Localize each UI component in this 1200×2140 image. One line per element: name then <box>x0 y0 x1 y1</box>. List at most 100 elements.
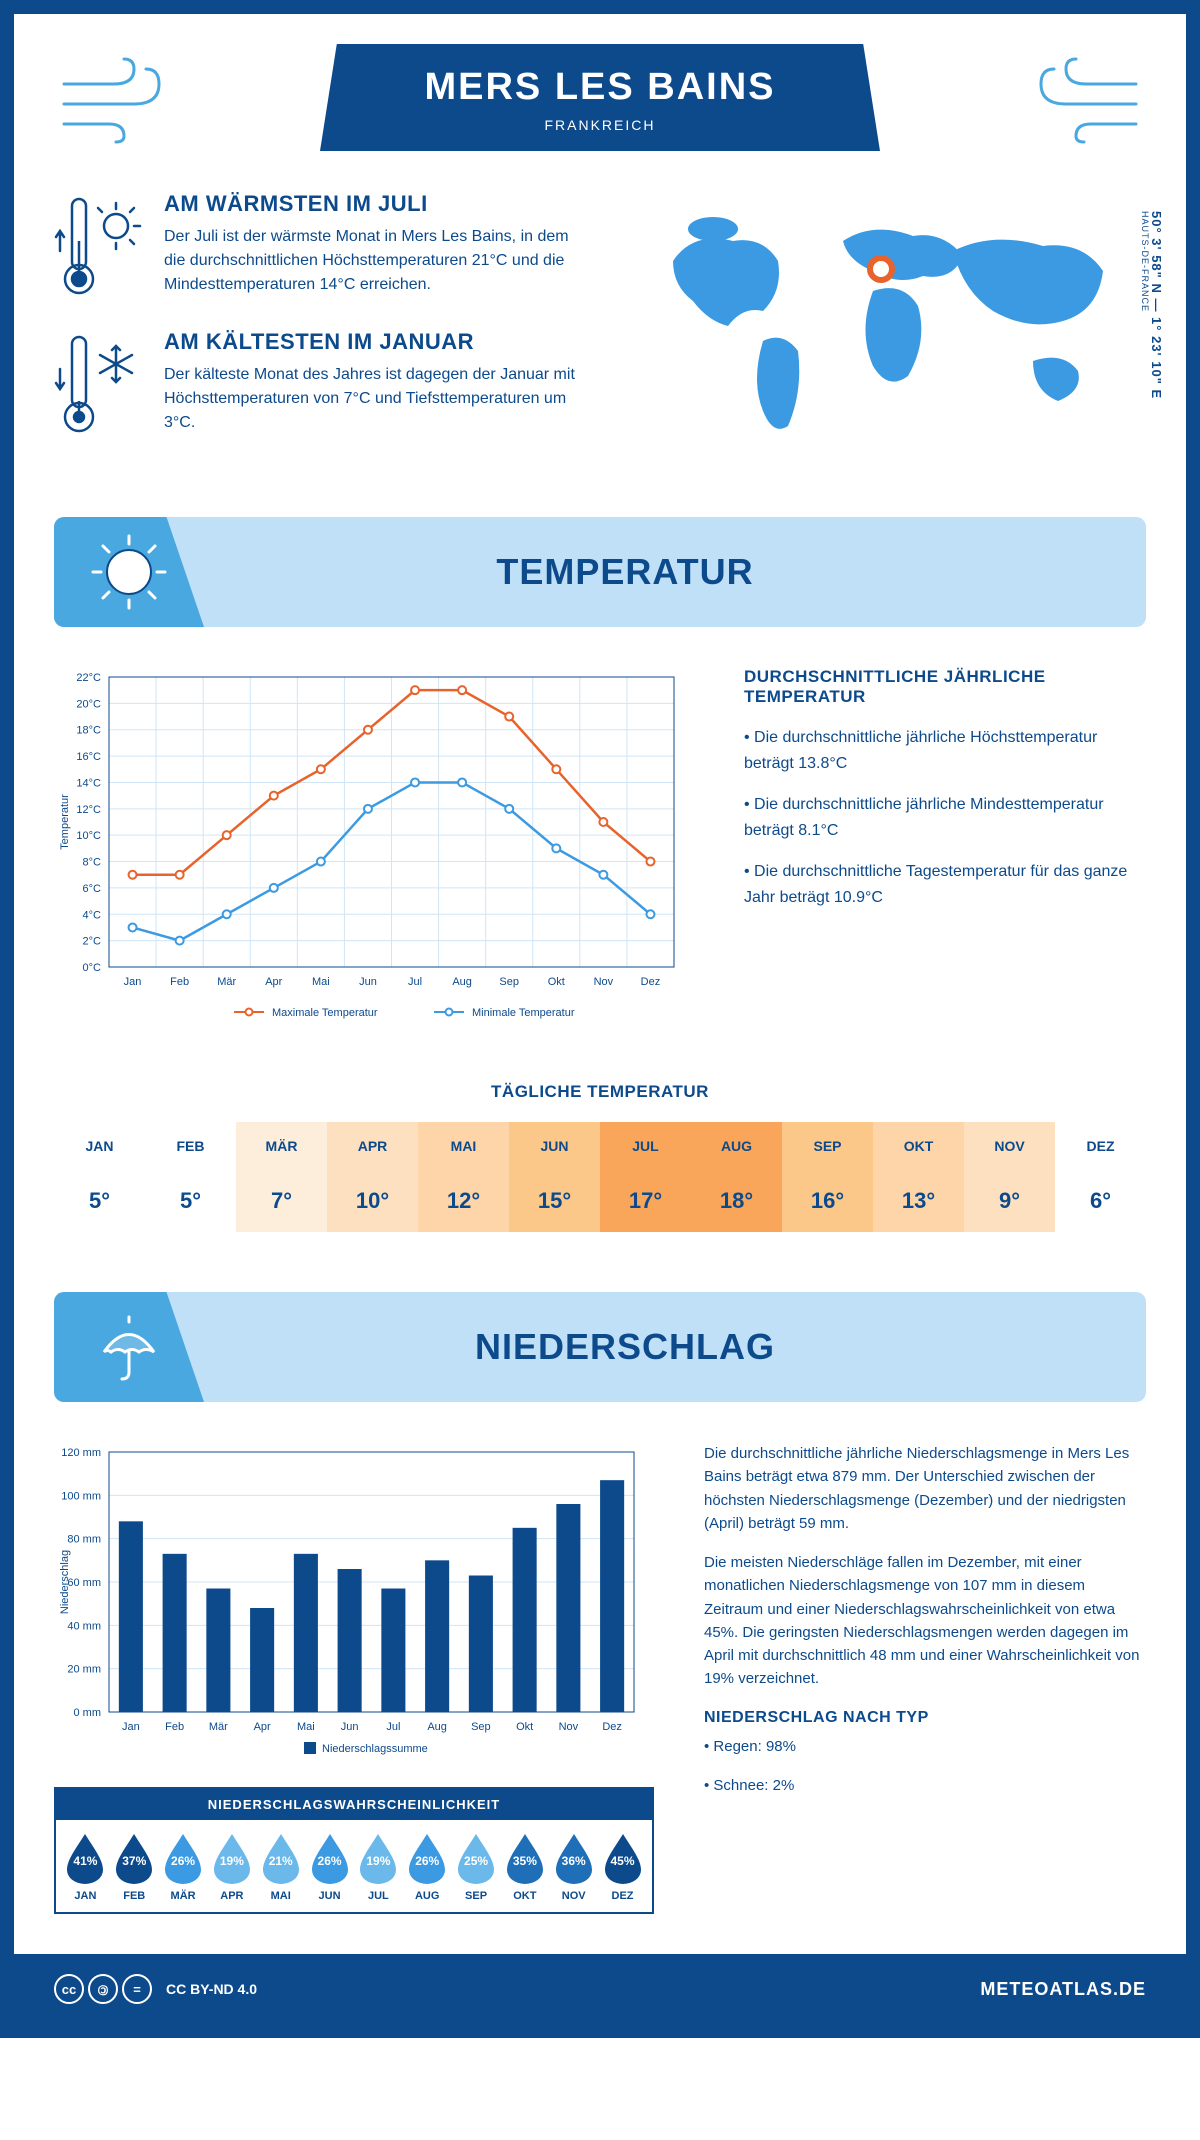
daily-cell: MAI12° <box>418 1122 509 1232</box>
coordinates: 50° 3' 58" N — 1° 23' 10" E <box>1149 211 1164 399</box>
sun-icon <box>54 517 204 627</box>
svg-text:Okt: Okt <box>548 976 565 988</box>
svg-text:Jul: Jul <box>386 1721 400 1733</box>
prob-cell: 19%JUL <box>355 1832 402 1902</box>
svg-text:10°C: 10°C <box>76 830 101 842</box>
daily-cell: SEP16° <box>782 1122 873 1232</box>
wind-icon <box>1026 54 1146 144</box>
license-label: CC BY-ND 4.0 <box>166 1981 257 1997</box>
site-label: METEOATLAS.DE <box>980 1979 1146 2000</box>
svg-text:80 mm: 80 mm <box>67 1534 101 1546</box>
daily-cell: MÄR7° <box>236 1122 327 1232</box>
svg-text:60 mm: 60 mm <box>67 1577 101 1589</box>
svg-text:0°C: 0°C <box>83 962 102 974</box>
prob-cell: 36%NOV <box>550 1832 597 1902</box>
svg-text:Aug: Aug <box>427 1721 447 1733</box>
title-banner: MERS LES BAINS FRANKREICH <box>320 44 880 151</box>
precipitation-bar-chart: 0 mm 20 mm 40 mm 60 mm 80 mm 100 mm 120 mm Jan F… <box>54 1442 654 1767</box>
coldest-fact: AM KÄLTESTEN IM JANUAR Der kälteste Mona… <box>54 329 580 439</box>
temp-info-b3: • Die durchschnittliche Tagestemperatur … <box>744 859 1146 910</box>
svg-text:16°C: 16°C <box>76 751 101 763</box>
prob-cell: 37%FEB <box>111 1832 158 1902</box>
svg-text:Feb: Feb <box>165 1721 184 1733</box>
svg-text:Jan: Jan <box>122 1721 140 1733</box>
temperature-title: TEMPERATUR <box>204 551 1046 593</box>
prob-title: NIEDERSCHLAGSWAHRSCHEINLICHKEIT <box>56 1789 652 1820</box>
daily-cell: DEZ6° <box>1055 1122 1146 1232</box>
prob-cell: 26%JUN <box>306 1832 353 1902</box>
svg-text:Apr: Apr <box>265 976 282 988</box>
daily-cell: JUL17° <box>600 1122 691 1232</box>
svg-text:Mär: Mär <box>217 976 236 988</box>
svg-text:Dez: Dez <box>602 1721 622 1733</box>
precip-type-title: NIEDERSCHLAG NACH TYP <box>704 1709 1146 1727</box>
daily-cell: JAN5° <box>54 1122 145 1232</box>
world-map <box>620 191 1146 451</box>
precip-p2: Die meisten Niederschläge fallen im Deze… <box>704 1551 1146 1691</box>
prob-cell: 35%OKT <box>501 1832 548 1902</box>
temp-info-b2: • Die durchschnittliche jährliche Mindes… <box>744 792 1146 843</box>
prob-cell: 19%APR <box>208 1832 255 1902</box>
precipitation-section-header: NIEDERSCHLAG <box>54 1292 1146 1402</box>
svg-text:120 mm: 120 mm <box>61 1447 101 1459</box>
svg-text:Jun: Jun <box>359 976 377 988</box>
precipitation-title: NIEDERSCHLAG <box>204 1326 1046 1368</box>
svg-text:Jun: Jun <box>341 1721 359 1733</box>
temp-info-b1: • Die durchschnittliche jährliche Höchst… <box>744 725 1146 776</box>
prob-cell: 21%MAI <box>257 1832 304 1902</box>
country-subtitle: FRANKREICH <box>320 117 880 133</box>
svg-text:Nov: Nov <box>559 1721 579 1733</box>
umbrella-icon <box>54 1292 204 1402</box>
thermometer-sun-icon <box>54 191 144 301</box>
svg-text:20 mm: 20 mm <box>67 1664 101 1676</box>
svg-text:Okt: Okt <box>516 1721 533 1733</box>
header: MERS LES BAINS FRANKREICH <box>54 44 1146 151</box>
temperature-line-chart: 0°C2°C4°C6°C8°C10°C12°C14°C16°C18°C20°C2… <box>54 667 694 1032</box>
temperature-section-header: TEMPERATUR <box>54 517 1146 627</box>
daily-cell: NOV9° <box>964 1122 1055 1232</box>
prob-cell: 26%MÄR <box>160 1832 207 1902</box>
svg-text:Temperatur: Temperatur <box>59 794 71 850</box>
svg-text:Jan: Jan <box>124 976 142 988</box>
thermometer-snow-icon <box>54 329 144 439</box>
svg-text:8°C: 8°C <box>83 857 102 869</box>
svg-text:Apr: Apr <box>254 1721 271 1733</box>
svg-text:Mai: Mai <box>297 1721 315 1733</box>
daily-temp-title: TÄGLICHE TEMPERATUR <box>54 1082 1146 1102</box>
svg-text:Maximale Temperatur: Maximale Temperatur <box>272 1007 378 1019</box>
cc-icons: cc🄯= <box>54 1974 152 2004</box>
svg-text:Mai: Mai <box>312 976 330 988</box>
daily-cell: APR10° <box>327 1122 418 1232</box>
svg-text:12°C: 12°C <box>76 804 101 816</box>
svg-text:0 mm: 0 mm <box>74 1707 102 1719</box>
daily-cell: FEB5° <box>145 1122 236 1232</box>
svg-text:22°C: 22°C <box>76 672 101 684</box>
svg-text:Sep: Sep <box>499 976 519 988</box>
precipitation-probability-box: NIEDERSCHLAGSWAHRSCHEINLICHKEIT 41%JAN37… <box>54 1787 654 1914</box>
svg-text:40 mm: 40 mm <box>67 1620 101 1632</box>
warmest-fact: AM WÄRMSTEN IM JULI Der Juli ist der wär… <box>54 191 580 301</box>
daily-cell: OKT13° <box>873 1122 964 1232</box>
warmest-text: Der Juli ist der wärmste Monat in Mers L… <box>164 225 580 297</box>
daily-cell: JUN15° <box>509 1122 600 1232</box>
prob-cell: 41%JAN <box>62 1832 109 1902</box>
warmest-title: AM WÄRMSTEN IM JULI <box>164 191 580 217</box>
svg-text:Mär: Mär <box>209 1721 228 1733</box>
prob-cell: 25%SEP <box>453 1832 500 1902</box>
svg-text:100 mm: 100 mm <box>61 1490 101 1502</box>
daily-temp-table: JAN5°FEB5°MÄR7°APR10°MAI12°JUN15°JUL17°A… <box>54 1122 1146 1232</box>
svg-text:Jul: Jul <box>408 976 422 988</box>
daily-cell: AUG18° <box>691 1122 782 1232</box>
prob-cell: 45%DEZ <box>599 1832 646 1902</box>
region-label: HAUTS-DE-FRANCE <box>1140 211 1150 312</box>
svg-text:6°C: 6°C <box>83 883 102 895</box>
svg-text:14°C: 14°C <box>76 777 101 789</box>
svg-text:Niederschlag: Niederschlag <box>59 1550 71 1614</box>
city-title: MERS LES BAINS <box>320 66 880 109</box>
precip-p1: Die durchschnittliche jährliche Niedersc… <box>704 1442 1146 1535</box>
svg-text:Feb: Feb <box>170 976 189 988</box>
svg-text:18°C: 18°C <box>76 725 101 737</box>
coldest-text: Der kälteste Monat des Jahres ist dagege… <box>164 363 580 435</box>
svg-text:Sep: Sep <box>471 1721 491 1733</box>
wind-icon <box>54 54 174 144</box>
